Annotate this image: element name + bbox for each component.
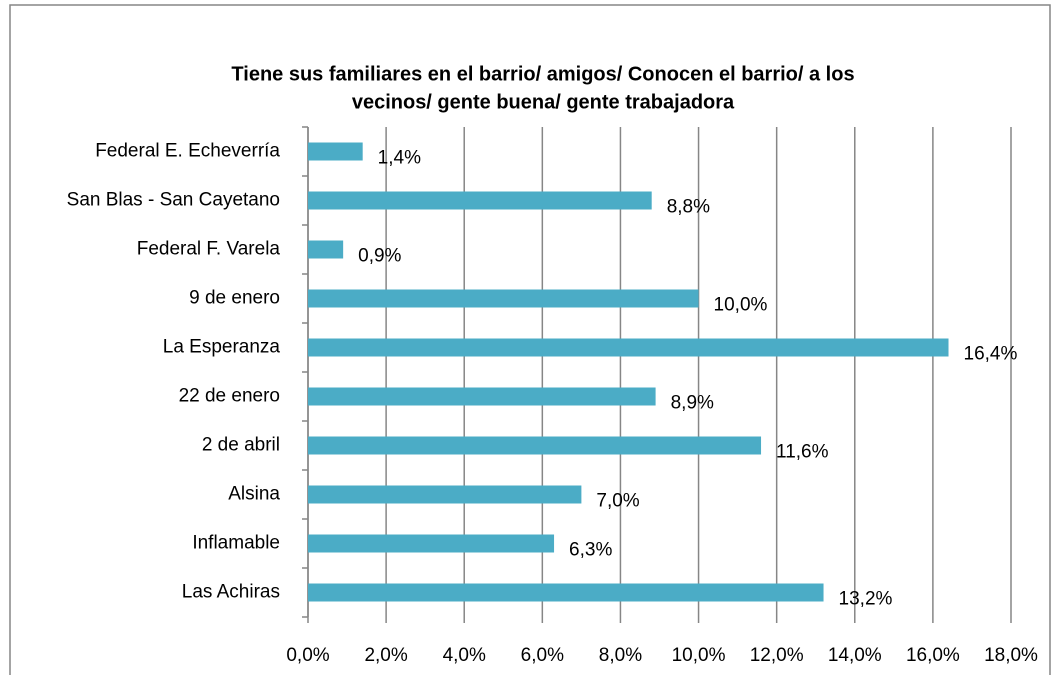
y-tick-label: 9 de enero bbox=[189, 288, 280, 309]
x-tick-label: 0,0% bbox=[286, 645, 329, 666]
y-tick-label: 2 de abril bbox=[202, 435, 280, 456]
data-label: 8,9% bbox=[671, 393, 714, 414]
y-tick-label: San Blas - San Cayetano bbox=[67, 190, 280, 211]
data-label: 8,8% bbox=[667, 197, 710, 218]
y-tick-label: Alsina bbox=[228, 484, 280, 505]
x-tick-label: 2,0% bbox=[364, 645, 407, 666]
data-label: 0,9% bbox=[358, 246, 401, 267]
bar bbox=[308, 534, 555, 553]
data-label: 13,2% bbox=[839, 589, 893, 610]
bar bbox=[308, 338, 949, 357]
y-tick-label: 22 de enero bbox=[179, 386, 280, 407]
data-label: 11,6% bbox=[776, 442, 829, 463]
bar bbox=[308, 142, 363, 161]
y-tick-label: Las Achiras bbox=[182, 582, 280, 603]
x-tick-label: 10,0% bbox=[672, 645, 726, 666]
chart-title: vecinos/ gente buena/ gente trabajadora bbox=[352, 91, 735, 113]
bar bbox=[308, 583, 824, 602]
bar bbox=[308, 485, 582, 504]
data-label: 10,0% bbox=[714, 295, 768, 316]
bar bbox=[308, 436, 762, 455]
x-tick-label: 14,0% bbox=[828, 645, 882, 666]
x-tick-label: 18,0% bbox=[984, 645, 1038, 666]
x-tick-label: 12,0% bbox=[750, 645, 804, 666]
y-tick-label: Federal F. Varela bbox=[137, 239, 281, 260]
y-tick-label: Federal E. Echeverría bbox=[95, 141, 280, 162]
bar bbox=[308, 289, 699, 308]
y-tick-label: Inflamable bbox=[192, 533, 280, 554]
data-label: 16,4% bbox=[964, 344, 1018, 365]
x-tick-label: 16,0% bbox=[906, 645, 960, 666]
x-tick-label: 8,0% bbox=[599, 645, 642, 666]
y-tick-label: La Esperanza bbox=[163, 337, 281, 358]
x-tick-label: 4,0% bbox=[443, 645, 486, 666]
data-label: 7,0% bbox=[596, 491, 639, 512]
data-label: 6,3% bbox=[569, 540, 612, 561]
data-label: 1,4% bbox=[378, 148, 421, 169]
bar bbox=[308, 240, 344, 259]
bar bbox=[308, 191, 652, 210]
x-tick-label: 6,0% bbox=[521, 645, 564, 666]
chart-title: Tiene sus familiares en el barrio/ amigo… bbox=[231, 63, 854, 85]
bar bbox=[308, 387, 656, 406]
